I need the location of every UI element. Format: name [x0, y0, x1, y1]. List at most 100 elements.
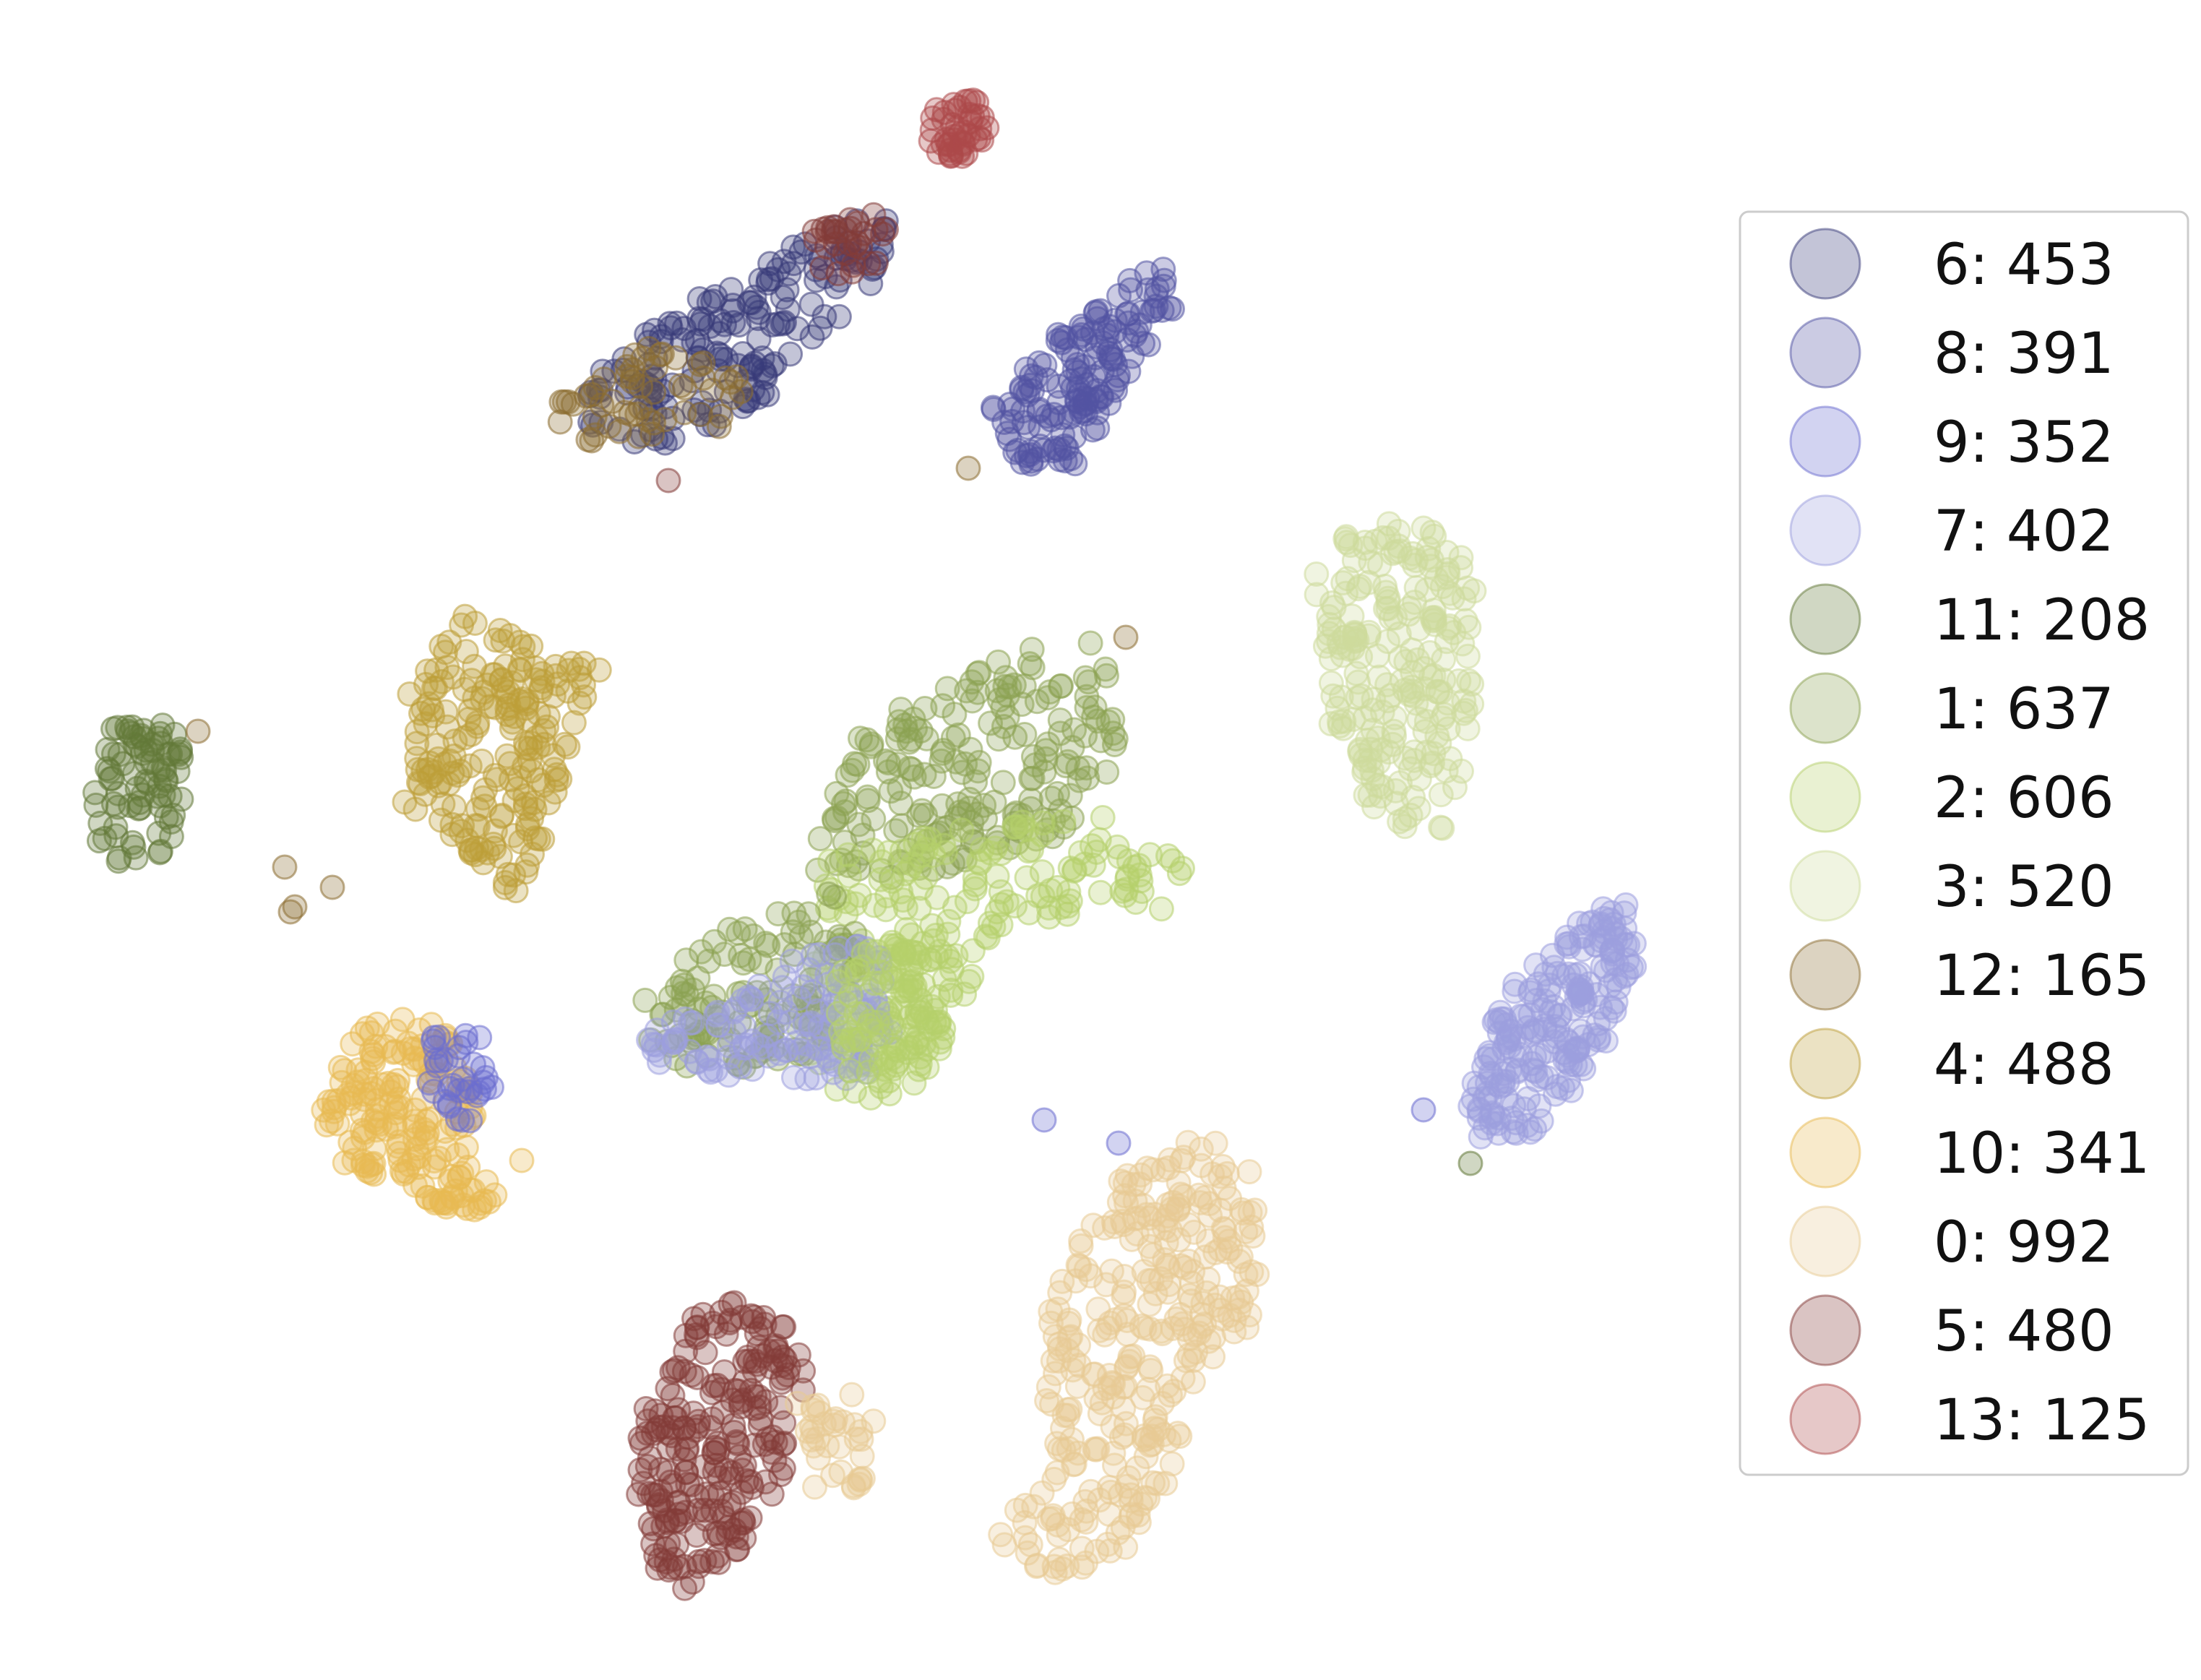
- scatter-point-cluster-5: [684, 1314, 710, 1340]
- scatter-point-cluster-4: [489, 802, 514, 828]
- scatter-point-cluster-13: [926, 139, 952, 165]
- scatter-point-cluster-2: [988, 840, 1015, 866]
- scatter-point-cluster-4: [421, 759, 447, 785]
- scatter-point-cluster-1: [717, 916, 743, 942]
- scatter-point-cluster-11: [114, 715, 140, 740]
- scatter-point-cluster-11: [99, 765, 125, 791]
- scatter-point-cluster-0: [820, 1463, 845, 1489]
- scatter-point-cluster-7: [1593, 1028, 1619, 1054]
- scatter-point-cluster-8: [1143, 283, 1169, 309]
- scatter-point-cluster-6: [657, 311, 683, 337]
- scatter-point-cluster-4: [458, 722, 484, 747]
- scatter-point-cluster-0: [1137, 1316, 1163, 1342]
- scatter-point-cluster-1: [807, 826, 833, 852]
- scatter-points: [82, 87, 1647, 1601]
- scatter-point-cluster-0: [1195, 1228, 1221, 1254]
- scatter-point-cluster-4: [540, 683, 567, 709]
- scatter-point-cluster-2: [868, 866, 894, 892]
- scatter-point-cluster-7: [798, 1012, 824, 1038]
- scatter-point-cluster-2: [1090, 805, 1116, 830]
- scatter-point-cluster-8: [1068, 313, 1094, 339]
- scatter-point-cluster-3: [1419, 520, 1445, 546]
- scatter-point-cluster-2: [824, 969, 850, 994]
- scatter-point-cluster-7: [770, 975, 796, 1001]
- scatter-point-cluster-7: [1483, 1007, 1509, 1033]
- scatter-point-cluster-4: [530, 772, 556, 798]
- scatter-point-cluster-2: [960, 938, 986, 964]
- scatter-point-cluster-6: [688, 311, 714, 337]
- scatter-point-cluster-2: [840, 1028, 866, 1054]
- scatter-point-cluster-0: [1192, 1311, 1218, 1337]
- scatter-point-cluster-3: [1358, 549, 1384, 575]
- scatter-point-cluster-6: [746, 299, 772, 325]
- scatter-point-cluster-1: [840, 757, 866, 783]
- scatter-point-cluster-1: [1001, 672, 1027, 698]
- scatter-point-cluster-1: [945, 722, 971, 748]
- scatter-point-cluster-6: [742, 350, 768, 376]
- scatter-point-cluster-7: [684, 1048, 710, 1074]
- scatter-point-cluster-1: [921, 764, 947, 789]
- scatter-point-cluster-1: [929, 793, 955, 819]
- scatter-point-cluster-7: [730, 988, 755, 1014]
- scatter-point-cluster-6: [756, 267, 781, 293]
- scatter-point-cluster-0: [1024, 1554, 1049, 1580]
- scatter-point-cluster-12: [319, 874, 345, 900]
- scatter-point-cluster-0: [1131, 1423, 1157, 1449]
- scatter-point-cluster-3: [1318, 646, 1344, 672]
- scatter-point-cluster-8: [1106, 283, 1132, 309]
- scatter-point-cluster-9: [466, 1080, 492, 1106]
- scatter-point-cluster-5: [699, 1379, 725, 1405]
- scatter-point-cluster-3: [1370, 525, 1396, 551]
- scatter-point-cluster-0: [1128, 1162, 1154, 1188]
- scatter-point-cluster-1: [1094, 759, 1120, 785]
- scatter-point-cluster-0: [839, 1382, 865, 1408]
- scatter-point-cluster-0: [1085, 1296, 1111, 1322]
- scatter-point-cluster-10: [411, 1130, 437, 1155]
- scatter-point-cluster-7: [799, 979, 825, 1005]
- scatter-point-cluster-2: [846, 882, 872, 908]
- scatter-point-cluster-10: [388, 1095, 414, 1121]
- scatter-point-cluster-7: [1467, 1098, 1493, 1124]
- scatter-point-cluster-8: [1104, 367, 1130, 393]
- scatter-point-cluster-0: [1046, 1436, 1072, 1462]
- scatter-point-cluster-2: [900, 851, 926, 877]
- scatter-point-cluster-2: [910, 825, 936, 851]
- scatter-point-cluster-5: [874, 217, 899, 243]
- scatter-point-cluster-12: [723, 364, 749, 390]
- scatter-point-cluster-8: [1102, 319, 1128, 345]
- scatter-point-cluster-7: [1478, 1063, 1504, 1089]
- scatter-point-cluster-3: [1448, 545, 1474, 571]
- scatter-point-cluster-0: [1036, 1507, 1062, 1532]
- scatter-point-cluster-1: [1002, 724, 1028, 750]
- scatter-point-cluster-1: [952, 751, 978, 777]
- scatter-point-cluster-12: [277, 899, 303, 925]
- scatter-point-cluster-5: [735, 1344, 761, 1370]
- scatter-point-cluster-8: [1080, 417, 1106, 443]
- scatter-point-cluster-8: [1062, 451, 1088, 477]
- scatter-point-cluster-12: [706, 413, 732, 439]
- scatter-point-cluster-0: [1047, 1280, 1073, 1306]
- scatter-point-cluster-5: [668, 1508, 694, 1534]
- scatter-point-cluster-0: [1202, 1130, 1228, 1156]
- scatter-point-cluster-10: [364, 1011, 390, 1037]
- scatter-point-cluster-7: [1551, 963, 1577, 989]
- scatter-point-cluster-7: [1515, 1086, 1541, 1111]
- legend-marker-13: [1789, 1383, 1861, 1455]
- scatter-point-cluster-0: [1068, 1228, 1094, 1254]
- scatter-point-cluster-6: [799, 324, 825, 350]
- scatter-point-cluster-11: [146, 820, 172, 846]
- scatter-point-cluster-7: [1613, 892, 1639, 918]
- scatter-point-cluster-1: [816, 881, 842, 907]
- scatter-point-cluster-3: [1412, 719, 1438, 744]
- scatter-point-cluster-7: [703, 1001, 729, 1028]
- scatter-point-cluster-2: [842, 1078, 867, 1104]
- scatter-point-cluster-1: [888, 697, 914, 723]
- scatter-point-cluster-10: [444, 1142, 470, 1168]
- scatter-point-cluster-11: [152, 757, 178, 783]
- scatter-point-cluster-11: [160, 802, 186, 828]
- scatter-point-cluster-4: [503, 878, 529, 904]
- scatter-point-cluster-0: [1043, 1361, 1068, 1387]
- scatter-point-cluster-3: [1437, 580, 1463, 606]
- scatter-point-cluster-1: [965, 660, 991, 686]
- scatter-point-cluster-4: [462, 685, 488, 711]
